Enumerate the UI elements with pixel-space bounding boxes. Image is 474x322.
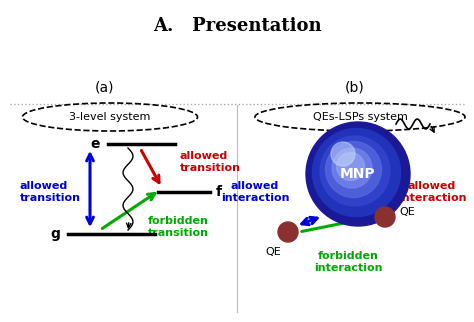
Text: g: g <box>50 227 60 241</box>
Circle shape <box>326 141 382 197</box>
Text: allowed
interaction: allowed interaction <box>221 181 289 203</box>
Text: MNP: MNP <box>340 167 376 181</box>
Text: QE: QE <box>399 207 415 217</box>
Circle shape <box>312 128 401 216</box>
Circle shape <box>337 153 365 181</box>
Text: allowed
interaction: allowed interaction <box>398 181 466 203</box>
Text: allowed
transition: allowed transition <box>20 181 81 203</box>
Text: e: e <box>91 137 100 151</box>
Circle shape <box>320 136 390 206</box>
Text: f: f <box>216 185 222 199</box>
Circle shape <box>278 222 298 242</box>
Circle shape <box>331 142 355 166</box>
Text: forbidden
transition: forbidden transition <box>148 216 209 238</box>
Circle shape <box>375 207 395 227</box>
Text: allowed
transition: allowed transition <box>180 151 241 173</box>
Text: QEs-LSPs system: QEs-LSPs system <box>312 112 408 122</box>
Text: QE: QE <box>265 247 281 257</box>
Text: A.   Presentation: A. Presentation <box>153 17 321 35</box>
Text: forbidden
interaction: forbidden interaction <box>314 251 382 273</box>
Circle shape <box>332 148 372 188</box>
Text: (a): (a) <box>95 80 115 94</box>
Circle shape <box>306 122 410 226</box>
Text: 3-level system: 3-level system <box>69 112 151 122</box>
Text: (b): (b) <box>345 80 365 94</box>
